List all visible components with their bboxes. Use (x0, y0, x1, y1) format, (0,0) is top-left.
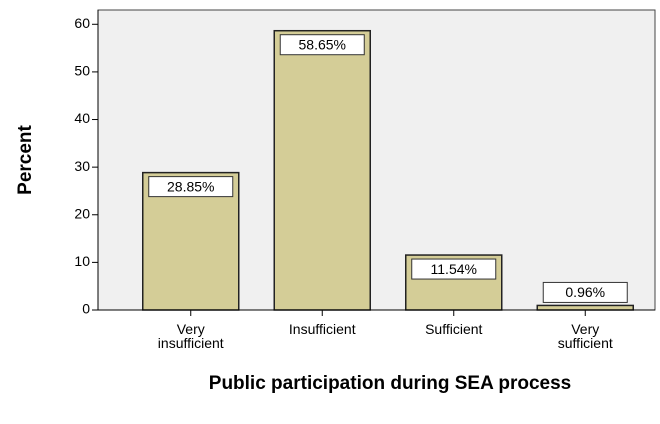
y-tick-label: 50 (74, 63, 90, 79)
x-tick-label: Very insufficient (157, 321, 224, 351)
value-label: 28.85% (167, 178, 214, 194)
value-label: 58.65% (299, 36, 346, 52)
y-tick-label: 40 (74, 110, 90, 126)
y-tick-label: 0 (82, 301, 90, 317)
value-label-box (279, 34, 365, 56)
y-tick-label: 20 (74, 205, 90, 221)
x-axis-label: Public participation during SEA process (208, 373, 572, 394)
bar (273, 29, 371, 311)
y-tick-label: 10 (74, 253, 90, 269)
x-tick-label: Very sufficient (557, 321, 613, 351)
x-tick-label: Insufficient (288, 321, 356, 337)
x-tick-label: Sufficient (425, 321, 483, 337)
y-axis-label: Percent (15, 124, 36, 194)
value-label-box (542, 281, 628, 303)
value-label: 0.96% (565, 284, 605, 300)
value-label-box (148, 176, 234, 198)
y-tick-label: 30 (74, 158, 90, 174)
bar (536, 304, 634, 311)
value-label-box (411, 258, 497, 280)
value-label: 11.54% (431, 261, 477, 277)
y-tick-label: 60 (74, 15, 90, 31)
